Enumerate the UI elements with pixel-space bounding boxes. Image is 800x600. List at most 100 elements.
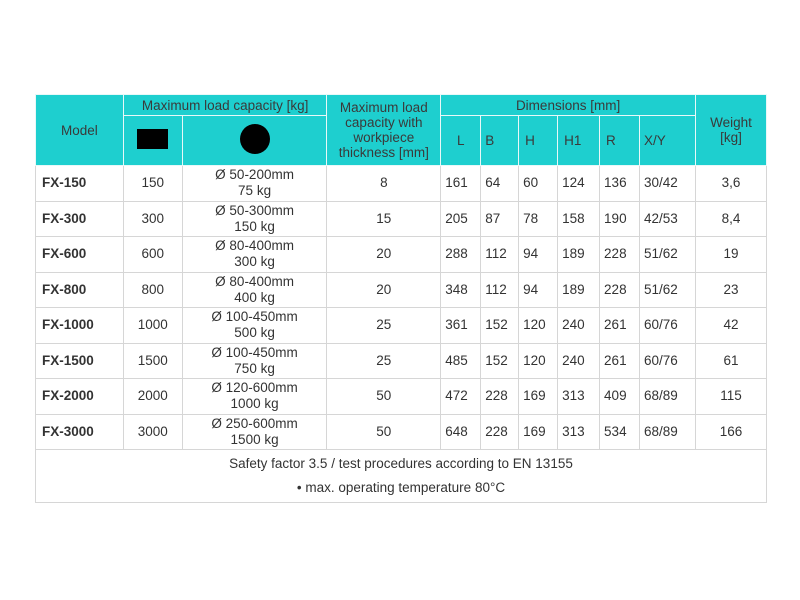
header-flat (122, 115, 183, 166)
weight-cell: 61 (694, 342, 768, 379)
table-row: FX-600 600 Ø 80-400mm 300 kg 20 288 112 94 189 22… (35, 236, 768, 273)
round-capacity-cell: Ø 80-400mm 400 kg (181, 271, 328, 308)
dimension-cell: 472 (440, 378, 482, 415)
thickness-cell: 8 (326, 165, 442, 202)
round-diameter: Ø 50-300mm (215, 202, 294, 218)
round-diameter: Ø 50-200mm (215, 167, 294, 183)
model-cell: FX-600 (35, 236, 124, 273)
dimension-cell: 87 (480, 200, 520, 237)
header-b: B (480, 115, 520, 166)
dimension-cell: 189 (557, 236, 601, 273)
dimension-cell: 169 (518, 378, 559, 415)
footer-safety: Safety factor 3.5 / test procedures acco… (229, 456, 573, 471)
footer-temperature: • max. operating temperature 80°C (296, 480, 506, 495)
model-cell: FX-150 (35, 165, 124, 202)
dimension-cell: 228 (480, 378, 520, 415)
round-capacity-cell: Ø 50-200mm 75 kg (181, 165, 328, 202)
dimension-cell: 485 (440, 342, 482, 379)
dimension-cell: 313 (557, 413, 601, 450)
flat-capacity-cell: 150 (122, 165, 183, 202)
dimension-cell: 313 (557, 378, 601, 415)
round-capacity: 75 kg (238, 183, 272, 199)
flat-capacity-cell: 3000 (122, 413, 183, 450)
spec-table: Model Maximum load capacity [kg] Maximum… (35, 94, 768, 503)
dimension-cell: 112 (480, 236, 520, 273)
dimension-cell: 68/89 (639, 378, 696, 415)
weight-cell: 19 (694, 236, 768, 273)
model-cell: FX-1500 (35, 342, 124, 379)
dimension-cell: 409 (599, 378, 640, 415)
round-capacity-cell: Ø 50-300mm 150 kg (181, 200, 328, 237)
circle-icon (239, 124, 270, 154)
flat-capacity-cell: 300 (122, 200, 183, 237)
thickness-cell: 20 (326, 271, 442, 308)
thickness-cell: 15 (326, 200, 442, 237)
round-capacity: 400 kg (234, 289, 275, 305)
model-cell: FX-800 (35, 271, 124, 308)
dimension-cell: 161 (440, 165, 482, 202)
dimension-cell: 534 (599, 413, 640, 450)
header-dimensions: Dimensions [mm] (440, 94, 696, 116)
dimension-cell: 64 (480, 165, 520, 202)
table-row: FX-1000 1000 Ø 100-450mm 500 kg 25 361 152 120 2… (35, 307, 768, 344)
dimension-cell: 94 (518, 271, 559, 308)
weight-cell: 166 (694, 413, 768, 450)
round-capacity: 300 kg (234, 254, 275, 270)
round-diameter: Ø 250-600mm (211, 415, 298, 431)
dimension-cell: 112 (480, 271, 520, 308)
thickness-cell: 50 (326, 378, 442, 415)
dimension-cell: 60/76 (639, 342, 696, 379)
dimension-cell: 51/62 (639, 271, 696, 308)
table-row: FX-3000 3000 Ø 250-600mm 1500 kg 50 648 228 169… (35, 413, 768, 450)
dimension-cell: 78 (518, 200, 559, 237)
dimension-cell: 261 (599, 307, 640, 344)
flat-capacity-cell: 1000 (122, 307, 183, 344)
header-model: Model (35, 94, 124, 166)
dimension-cell: 152 (480, 307, 520, 344)
dimension-cell: 94 (518, 236, 559, 273)
header-thickness: Maximum load capacity with workpiece thi… (326, 94, 442, 166)
header-r: R (599, 115, 640, 166)
dimension-cell: 124 (557, 165, 601, 202)
flat-capacity-cell: 2000 (122, 378, 183, 415)
dimension-cell: 60 (518, 165, 559, 202)
round-diameter: Ø 80-400mm (215, 273, 294, 289)
dimension-cell: 120 (518, 307, 559, 344)
dimension-cell: 648 (440, 413, 482, 450)
round-diameter: Ø 80-400mm (215, 238, 294, 254)
rectangle-icon (137, 129, 169, 149)
dimension-cell: 228 (480, 413, 520, 450)
header-h: H (518, 115, 559, 166)
dimension-cell: 120 (518, 342, 559, 379)
round-capacity-cell: Ø 100-450mm 750 kg (181, 342, 328, 379)
round-diameter: Ø 120-600mm (211, 380, 298, 396)
dimension-cell: 261 (599, 342, 640, 379)
table-row: FX-1500 1500 Ø 100-450mm 750 kg 25 485 152 120 2… (35, 342, 768, 379)
thickness-cell: 50 (326, 413, 442, 450)
model-cell: FX-3000 (35, 413, 124, 450)
flat-capacity-cell: 1500 (122, 342, 183, 379)
dimension-cell: 348 (440, 271, 482, 308)
round-capacity: 750 kg (234, 360, 275, 376)
table-row: FX-150 150 Ø 50-200mm 75 kg 8 161 64 60 124 136 30… (35, 165, 768, 202)
dimension-cell: 51/62 (639, 236, 696, 273)
weight-cell: 23 (694, 271, 768, 308)
model-cell: FX-2000 (35, 378, 124, 415)
thickness-cell: 25 (326, 307, 442, 344)
dimension-cell: 240 (557, 307, 601, 344)
flat-capacity-cell: 600 (122, 236, 183, 273)
dimension-cell: 240 (557, 342, 601, 379)
header-xy: X/Y (639, 115, 696, 166)
table-row: FX-2000 2000 Ø 120-600mm 1000 kg 50 472 228 169… (35, 378, 768, 415)
round-capacity-cell: Ø 250-600mm 1500 kg (181, 413, 328, 450)
dimension-cell: 361 (440, 307, 482, 344)
weight-cell: 115 (694, 378, 768, 415)
dimension-cell: 68/89 (639, 413, 696, 450)
dimension-cell: 60/76 (639, 307, 696, 344)
weight-cell: 8,4 (694, 200, 768, 237)
round-capacity: 500 kg (234, 325, 275, 341)
header-weight: Weight [kg] (694, 94, 768, 166)
header-h1: H1 (557, 115, 601, 166)
dimension-cell: 158 (557, 200, 601, 237)
thickness-cell: 20 (326, 236, 442, 273)
